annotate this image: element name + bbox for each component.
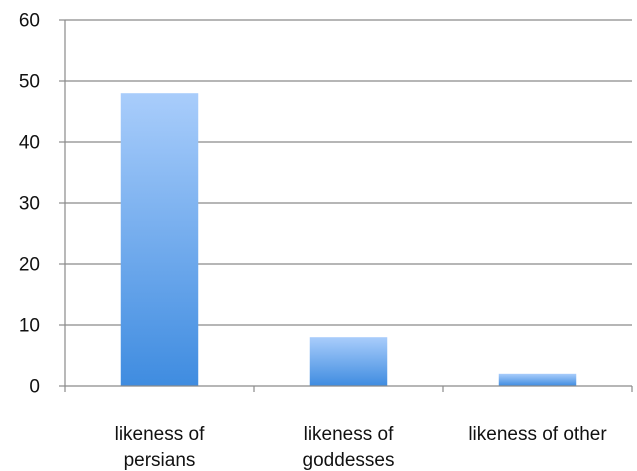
- y-tick-label: 0: [29, 377, 40, 398]
- y-tick-label: 10: [19, 316, 40, 337]
- x-tick-label: likeness of: [115, 424, 205, 445]
- x-tick-label: goddesses: [303, 450, 395, 471]
- y-tick-label: 30: [19, 194, 40, 215]
- axes: [59, 19, 633, 392]
- category-labels: likeness of persians likeness of goddesses l…: [115, 424, 608, 471]
- bar: [498, 373, 577, 386]
- y-tick-label: 50: [19, 72, 40, 93]
- y-tick-label: 40: [19, 133, 40, 154]
- y-tick-label: 20: [19, 255, 40, 276]
- bars: [120, 93, 577, 386]
- bar: [309, 337, 388, 386]
- y-tick-label: 60: [19, 11, 40, 32]
- x-tick-label: likeness of other: [468, 424, 607, 445]
- bar: [120, 93, 199, 386]
- x-tick-label: persians: [124, 450, 196, 471]
- x-tick-label: likeness of: [304, 424, 394, 445]
- y-tick-labels: 0 10 20 30 40 50 60: [19, 11, 40, 398]
